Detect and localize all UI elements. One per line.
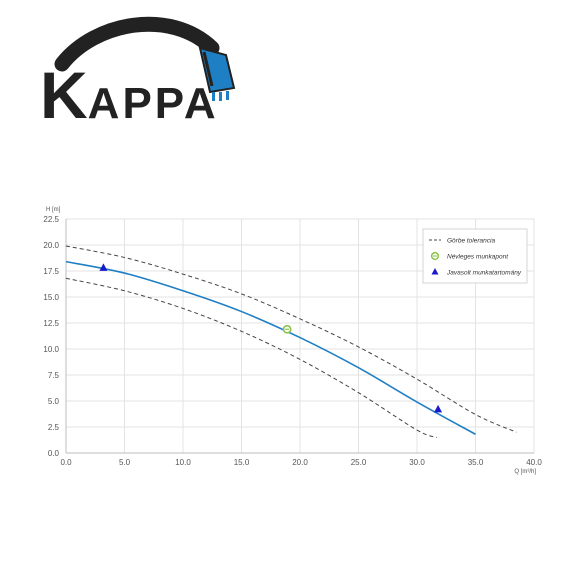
y-tick-label: 0.0	[48, 449, 60, 458]
logo-letter-k: K	[40, 58, 88, 132]
y-tick-label: 5.0	[48, 397, 60, 406]
x-tick-label: 25.0	[351, 458, 367, 467]
x-tick-label: 5.0	[119, 458, 131, 467]
y-tick-label: 10.0	[43, 345, 59, 354]
x-tick-label: 10.0	[175, 458, 191, 467]
range-triangle-marker	[434, 404, 443, 413]
y-tick-label: 20.0	[43, 241, 59, 250]
x-tick-label: 30.0	[409, 458, 425, 467]
logo-wordmark: KAPPA	[40, 62, 219, 128]
legend-triangle-icon	[431, 268, 439, 275]
chart-svg: 0.0 2.5 5.0 7.5 10.0 12.5 15.0 17.5 20.0 22.5 0.0 5…	[43, 207, 542, 475]
legend-label: Görbe tolerancia	[447, 238, 495, 245]
series	[65, 245, 517, 438]
kappa-logo: KAPPA	[0, 0, 260, 140]
legend: Görbe tolerancia Névleges munkapont Javaso…	[422, 228, 528, 284]
axes: 0.0 2.5 5.0 7.5 10.0 12.5 15.0 17.5 20.0 22.5 0.0 5…	[43, 207, 542, 475]
pump-curve-line	[65, 260, 476, 435]
legend-label: Javasolt munkatartomány	[446, 270, 522, 277]
x-tick-label: 20.0	[292, 458, 308, 467]
legend-box	[422, 228, 528, 284]
excavator-bucket-icon	[54, 16, 236, 101]
range-triangle-marker	[99, 263, 108, 271]
x-tick-label: 40.0	[526, 458, 542, 467]
y-tick-label: 22.5	[43, 215, 59, 224]
tolerance-curve-1	[65, 277, 438, 438]
x-tick-label: 35.0	[468, 458, 484, 467]
y-tick-label: 17.5	[43, 267, 59, 276]
pump-curve-chart: 0.0 2.5 5.0 7.5 10.0 12.5 15.0 17.5 20.0 22.5 0.0 5…	[0, 195, 570, 485]
y-tick-label: 12.5	[43, 319, 59, 328]
x-axis-title: Q [m³/h]	[514, 469, 536, 475]
legend-label: Névleges munkapont	[447, 254, 509, 261]
y-tick-label: 7.5	[48, 371, 60, 380]
logo-letters-appa: APPA	[87, 79, 219, 128]
x-tick-label: 15.0	[234, 458, 250, 467]
y-tick-label: 2.5	[48, 423, 60, 432]
y-axis-title: H [m]	[46, 207, 61, 213]
x-tick-label: 0.0	[60, 458, 72, 467]
y-tick-label: 15.0	[43, 293, 59, 302]
